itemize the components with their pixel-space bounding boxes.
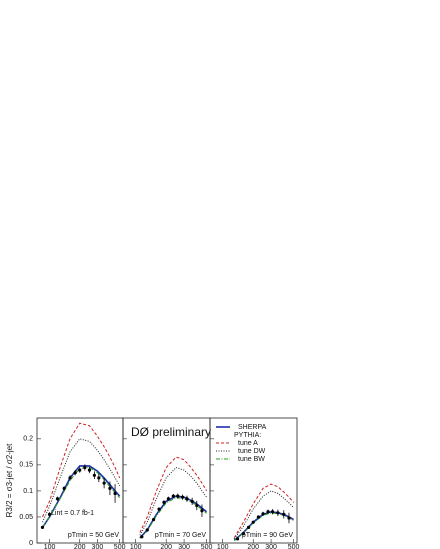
data-point (195, 503, 199, 508)
series-line (233, 483, 294, 539)
series-line (42, 466, 120, 528)
annotation: DØ preliminary (131, 425, 211, 439)
data-point (256, 515, 261, 519)
data-point (151, 517, 156, 522)
legend-header: PYTHIA: (234, 432, 261, 439)
data-point (276, 511, 280, 515)
y-tick-label: 0.05 (19, 514, 33, 521)
x-tick-label: 500 (114, 544, 126, 549)
data-point (282, 512, 286, 516)
data-point (68, 476, 72, 480)
x-tick-label: 100 (44, 544, 56, 549)
data-point (171, 494, 175, 498)
data-point (78, 468, 82, 472)
legend-label: tune BW (238, 456, 265, 463)
data-point (97, 476, 101, 480)
data-point (200, 509, 204, 513)
data-point (261, 512, 265, 516)
x-tick-label: 500 (288, 544, 300, 549)
data-point (113, 491, 117, 496)
annotation: pTmin = 50 GeV (68, 532, 119, 539)
x-tick-label: 200 (74, 544, 86, 549)
data-point (162, 500, 166, 504)
legend-label: SHERPA (238, 424, 267, 431)
data-point (145, 528, 149, 532)
data-point (270, 510, 275, 514)
y-tick-label: 0 (29, 540, 33, 547)
data-point (287, 516, 291, 520)
legend-label: tune DW (238, 448, 266, 455)
data-point (176, 494, 180, 498)
data-point (102, 481, 106, 485)
x-tick-label: 200 (247, 544, 259, 549)
data-point (185, 497, 189, 501)
data-point (108, 486, 112, 490)
data-point (87, 468, 92, 472)
legend-label: tune A (238, 440, 258, 447)
data-point (92, 473, 96, 477)
x-tick-label: 100 (130, 544, 142, 549)
data-point (235, 537, 240, 541)
series-line (139, 495, 208, 539)
data-point (140, 535, 144, 539)
data-point (62, 486, 66, 490)
data-point (181, 495, 185, 499)
data-point (190, 499, 194, 503)
series-line (41, 465, 121, 528)
data-point (40, 525, 45, 529)
annotation: pTmin = 70 GeV (155, 532, 206, 539)
y-tick-label: 0.1 (23, 488, 33, 495)
annotation: Lint = 0.7 fb-1 (51, 510, 94, 517)
annotation: pTmin = 90 GeV (242, 532, 293, 539)
data-point (83, 465, 87, 470)
x-tick-label: 300 (178, 544, 190, 549)
series-line (233, 512, 294, 541)
series-line (139, 466, 208, 536)
data-point (241, 532, 245, 536)
data-point (246, 525, 251, 529)
panel-frame (36, 417, 124, 544)
data-point (251, 520, 255, 524)
data-point (266, 510, 270, 514)
x-tick-label: 200 (160, 544, 172, 549)
data-point (166, 497, 170, 501)
series-line (42, 422, 121, 518)
data-point (47, 512, 52, 516)
y-tick-label: 0.15 (19, 462, 33, 469)
series-line (233, 490, 294, 540)
data-point (157, 507, 161, 511)
data-point (73, 471, 77, 475)
y-tick-label: 0.2 (23, 436, 33, 443)
x-tick-label: 100 (217, 544, 229, 549)
x-tick-label: 300 (265, 544, 277, 549)
series-line (139, 456, 208, 533)
x-tick-label: 300 (92, 544, 104, 549)
series-line (139, 497, 207, 539)
y-axis-label: R3/2 = σ3-jet / σ2-jet (5, 443, 14, 517)
data-point (55, 497, 60, 501)
x-tick-label: 500 (201, 544, 213, 549)
